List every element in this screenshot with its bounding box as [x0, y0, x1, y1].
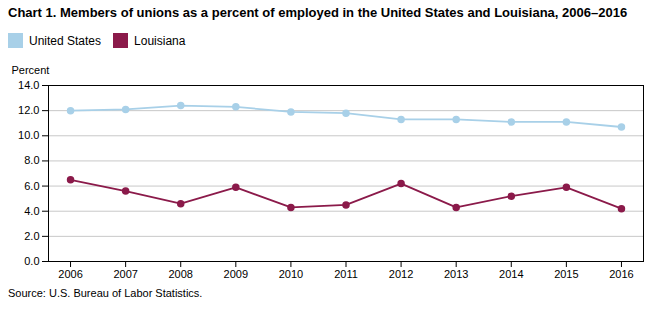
svg-text:2011: 2011 — [334, 268, 358, 280]
svg-text:14.0: 14.0 — [18, 79, 39, 91]
svg-text:2010: 2010 — [279, 268, 303, 280]
html-text:Source: U.S. Bureau of Labor S: Source: U.S. Bureau of Labor Statistics. — [8, 287, 203, 299]
svg-text:10.0: 10.0 — [18, 129, 39, 141]
svg-text:2006: 2006 — [58, 268, 82, 280]
svg-text:2008: 2008 — [168, 268, 192, 280]
svg-text:2012: 2012 — [389, 268, 413, 280]
svg-text:2014: 2014 — [499, 268, 523, 280]
svg-text:0.0: 0.0 — [24, 255, 39, 267]
html-text:Chart 1. Members of unions as: Chart 1. Members of unions as a percent … — [8, 5, 628, 20]
svg-text:2009: 2009 — [224, 268, 248, 280]
svg-text:2.0: 2.0 — [24, 230, 39, 242]
html-text:United States: United States — [29, 33, 101, 48]
html-text:Louisiana: Louisiana — [134, 33, 186, 48]
svg-text:2015: 2015 — [554, 268, 578, 280]
svg-text:Percent: Percent — [12, 64, 50, 76]
svg-text:6.0: 6.0 — [24, 180, 39, 192]
svg-text:2013: 2013 — [444, 268, 468, 280]
svg-text:2007: 2007 — [113, 268, 137, 280]
svg-text:4.0: 4.0 — [24, 205, 39, 217]
svg-text:2016: 2016 — [609, 268, 633, 280]
svg-text:8.0: 8.0 — [24, 154, 39, 166]
svg-text:12.0: 12.0 — [18, 104, 39, 116]
